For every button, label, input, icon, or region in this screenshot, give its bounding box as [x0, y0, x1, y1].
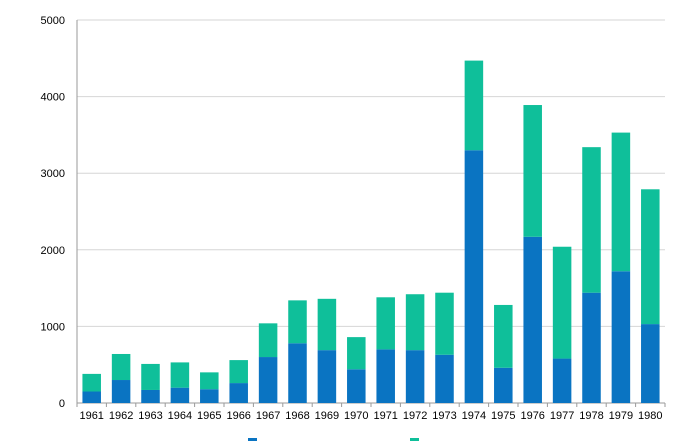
bar-segment-series-2 [111, 353, 131, 381]
y-tick-label: 0 [59, 398, 65, 410]
x-tick-label: 1975 [491, 410, 515, 422]
bar-segment-series-1 [464, 150, 484, 403]
x-tick-label: 1961 [79, 410, 103, 422]
x-tick-label: 1978 [579, 410, 603, 422]
x-tick-label: 1966 [226, 410, 250, 422]
bar-segment-series-1 [435, 354, 454, 403]
bar-segment-series-1 [288, 343, 307, 403]
bar-segment-series-2 [405, 294, 425, 351]
bar-segment-series-2 [141, 363, 160, 390]
x-tick-label: 1979 [609, 410, 633, 422]
bar-segment-series-2 [611, 132, 631, 272]
bar-segment-series-1 [111, 380, 131, 403]
bar-segment-series-1 [405, 350, 425, 403]
x-tick-label: 1969 [315, 410, 339, 422]
bar-segment-series-2 [170, 362, 190, 388]
x-tick-label: 1976 [520, 410, 544, 422]
x-tick-label: 1962 [109, 410, 133, 422]
bar-segment-series-1 [170, 387, 190, 403]
y-axis: 0 1000 2000 3000 4000 5000 [41, 15, 78, 410]
bar-segment-series-2 [523, 105, 542, 237]
bar-segment-series-2 [641, 189, 660, 325]
bar-segment-series-1 [494, 367, 513, 403]
x-tick-label: 1973 [432, 410, 456, 422]
bar-segment-series-1 [82, 391, 101, 403]
x-tick-label: 1972 [403, 410, 427, 422]
bar-segment-series-2 [317, 298, 337, 351]
x-tick-label: 1970 [344, 410, 368, 422]
x-tick-label: 1971 [373, 410, 397, 422]
x-tick-label: 1964 [168, 410, 192, 422]
bar-segment-series-2 [258, 323, 278, 358]
bar-segment-series-2 [82, 373, 101, 392]
bar-segment-series-2 [347, 337, 366, 370]
bar-segment-series-2 [200, 372, 219, 390]
gridlines [77, 19, 665, 404]
bar-segment-series-1 [229, 383, 248, 403]
bar-segment-series-1 [141, 389, 160, 403]
y-tick-label: 1000 [41, 321, 65, 333]
bar-segment-series-1 [552, 358, 572, 403]
bar-segment-series-1 [200, 389, 219, 403]
bar-segment-series-2 [582, 147, 601, 293]
y-tick-label: 2000 [41, 245, 65, 257]
bar-segment-series-2 [435, 292, 454, 355]
bar-segment-series-2 [376, 297, 395, 350]
y-tick-label: 5000 [41, 15, 65, 27]
bar-segment-series-1 [347, 369, 366, 403]
x-tick-label: 1974 [462, 410, 486, 422]
x-tick-label: 1963 [138, 410, 162, 422]
x-tick-label: 1980 [638, 410, 662, 422]
bar-segment-series-2 [552, 246, 572, 359]
bar-segment-series-1 [641, 324, 660, 403]
x-tick-label: 1977 [550, 410, 574, 422]
x-tick-label: 1967 [256, 410, 280, 422]
bar-segment-series-2 [229, 360, 248, 384]
x-tick-label: 1965 [197, 410, 221, 422]
bar-segment-series-2 [288, 300, 307, 344]
y-tick-label: 3000 [41, 168, 65, 180]
bar-segment-series-2 [494, 304, 513, 368]
bar-segment-series-2 [464, 60, 484, 151]
bar-segment-series-1 [376, 349, 395, 403]
bar-segment-series-1 [611, 271, 631, 403]
bars [82, 60, 660, 403]
bar-segment-series-1 [258, 357, 278, 403]
bar-segment-series-1 [317, 350, 337, 403]
y-tick-label: 4000 [41, 92, 65, 104]
bar-segment-series-1 [582, 292, 601, 403]
x-tick-label: 1968 [285, 410, 309, 422]
x-axis: 1961 1962 1963 1964 1965 1966 1967 1968 1969 1970… [76, 403, 666, 422]
bar-segment-series-1 [523, 236, 542, 403]
